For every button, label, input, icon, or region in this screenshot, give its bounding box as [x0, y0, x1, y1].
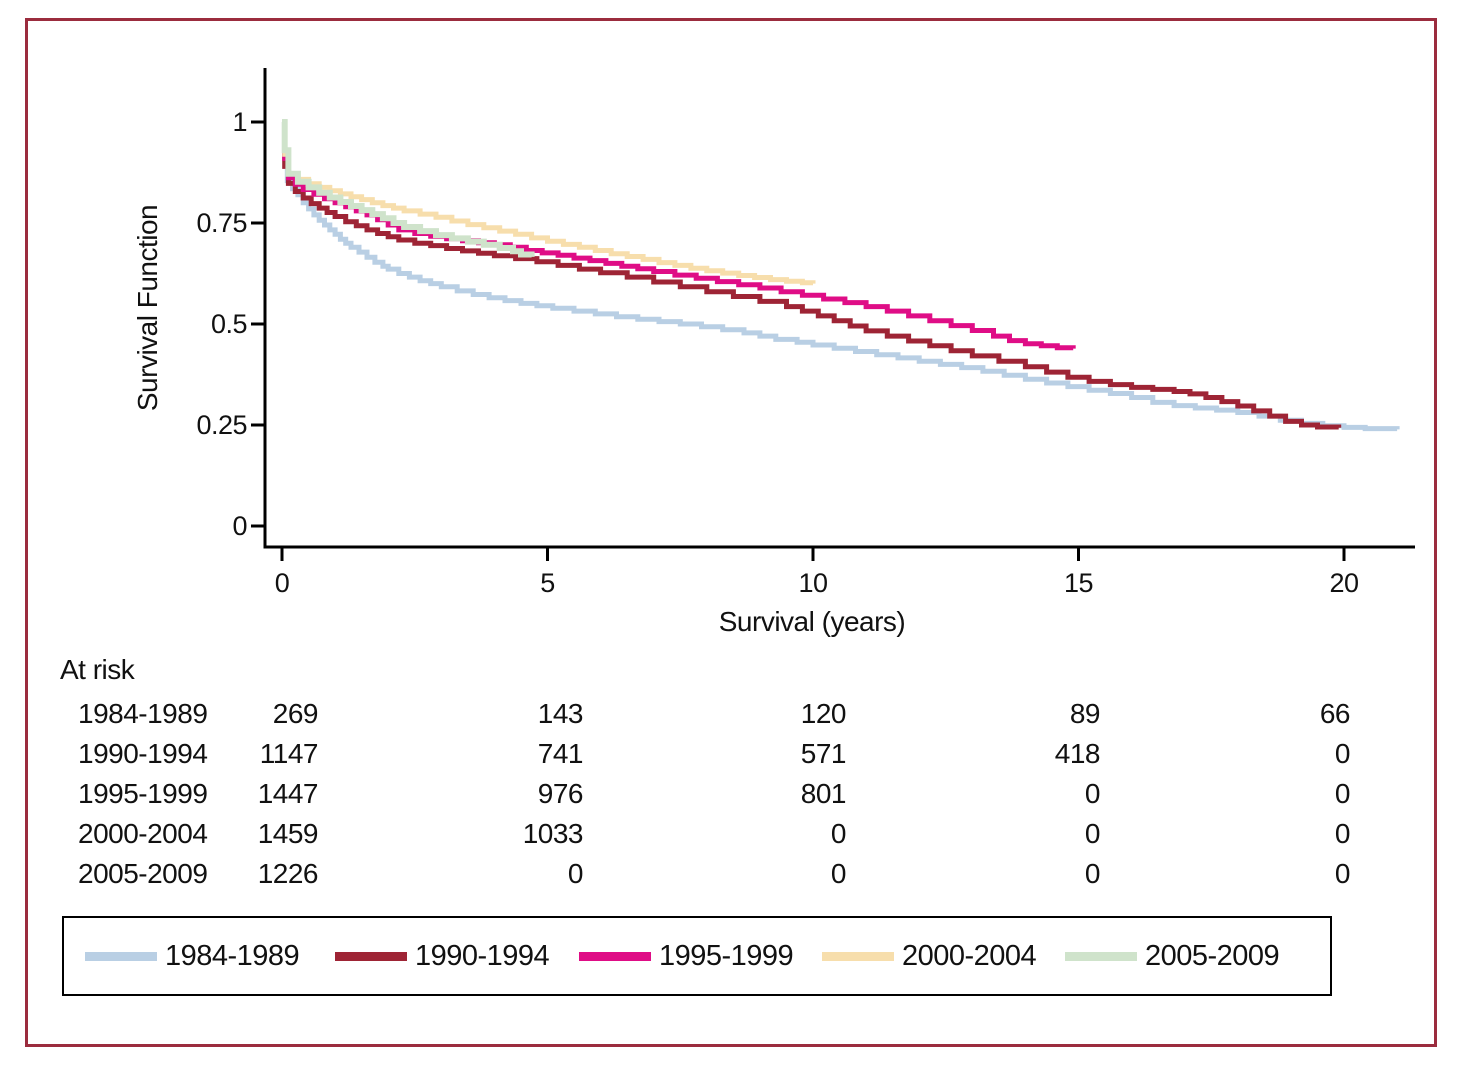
at-risk-value: 0: [1334, 738, 1351, 769]
at-risk-row-1984-1989: 1984-1989 269 143 120 89 66: [0, 698, 1458, 732]
at-risk-value: 1447: [257, 778, 319, 809]
x-axis-title: Survival (years): [718, 606, 906, 637]
legend-line-swatch: [335, 951, 407, 961]
y-tick-label-0.5: 0.5: [210, 309, 248, 339]
legend-item-1984-1989: 1984-1989: [85, 918, 300, 994]
legend-label: 1984-1989: [165, 939, 300, 972]
km-curve-2000-2004: [282, 119, 816, 286]
at-risk-value: 0: [1334, 858, 1351, 889]
y-tick-label-0.25: 0.25: [196, 410, 247, 440]
at-risk-value: 0: [830, 818, 847, 849]
at-risk-value: 741: [537, 738, 584, 769]
at-risk-value: 571: [800, 738, 847, 769]
at-risk-row-1995-1999: 1995-1999 1447 976 801 0 0: [0, 778, 1458, 812]
at-risk-value: 0: [1084, 858, 1101, 889]
y-tick-label-0: 0: [232, 511, 247, 541]
km-curve-1984-1989: [282, 119, 1400, 432]
legend-line-swatch: [822, 951, 894, 961]
x-tick-label-15: 15: [1063, 568, 1094, 598]
x-tick-label-0: 0: [274, 568, 290, 598]
at-risk-title: At risk: [60, 654, 135, 685]
at-risk-row-2000-2004: 2000-2004 1459 1033 0 0 0: [0, 818, 1458, 852]
legend-line-swatch: [85, 951, 157, 961]
outer-frame: [25, 18, 1437, 1047]
km-curve-2005-2009: [281, 119, 535, 258]
x-tick-label-10: 10: [798, 568, 828, 598]
at-risk-value: 0: [830, 858, 847, 889]
axis-lines: [263, 68, 1415, 549]
at-risk-value: 1226: [257, 858, 319, 889]
at-risk-row-label: 1984-1989: [78, 698, 208, 729]
at-risk-value: 0: [567, 858, 584, 889]
legend-line-swatch: [579, 951, 651, 961]
y-tick-label-1: 1: [232, 107, 247, 137]
at-risk-value: 1033: [522, 818, 584, 849]
legend-label: 2005-2009: [1145, 939, 1280, 972]
legend-box: 1984-1989 1990-1994 1995-1999 2000-2004 2005…: [62, 916, 1332, 996]
legend-label: 1990-1994: [415, 939, 550, 972]
legend-line-swatch: [1065, 951, 1137, 961]
at-risk-row-label: 2000-2004: [78, 818, 208, 849]
at-risk-value: 89: [1069, 698, 1101, 729]
x-tick-label-20: 20: [1329, 568, 1359, 598]
at-risk-value: 801: [800, 778, 847, 809]
legend-item-2005-2009: 2005-2009: [1065, 918, 1280, 994]
legend-item-2000-2004: 2000-2004: [822, 918, 1037, 994]
at-risk-value: 1459: [257, 818, 319, 849]
legend-label: 1995-1999: [659, 939, 794, 972]
at-risk-row-label: 1995-1999: [78, 778, 208, 809]
legend-item-1995-1999: 1995-1999: [579, 918, 794, 994]
y-tick-label-0.75: 0.75: [196, 208, 247, 238]
at-risk-value: 120: [800, 698, 847, 729]
at-risk-value: 1147: [259, 738, 319, 769]
km-curve-1990-1994: [282, 119, 1342, 430]
legend-label: 2000-2004: [902, 939, 1037, 972]
at-risk-row-2005-2009: 2005-2009 1226 0 0 0 0: [0, 858, 1458, 892]
legend-item-1990-1994: 1990-1994: [335, 918, 550, 994]
x-tick-label-5: 5: [540, 568, 555, 598]
at-risk-row-label: 2005-2009: [78, 858, 208, 889]
at-risk-value: 976: [537, 778, 584, 809]
at-risk-value: 0: [1334, 818, 1351, 849]
at-risk-row-1990-1994: 1990-1994 1147 741 571 418 0: [0, 738, 1458, 772]
at-risk-value: 0: [1084, 818, 1101, 849]
at-risk-value: 0: [1334, 778, 1351, 809]
at-risk-value: 418: [1054, 738, 1101, 769]
at-risk-value: 269: [272, 698, 319, 729]
at-risk-row-label: 1990-1994: [78, 738, 208, 769]
at-risk-value: 143: [537, 698, 584, 729]
at-risk-value: 0: [1084, 778, 1101, 809]
at-risk-value: 66: [1319, 698, 1351, 729]
